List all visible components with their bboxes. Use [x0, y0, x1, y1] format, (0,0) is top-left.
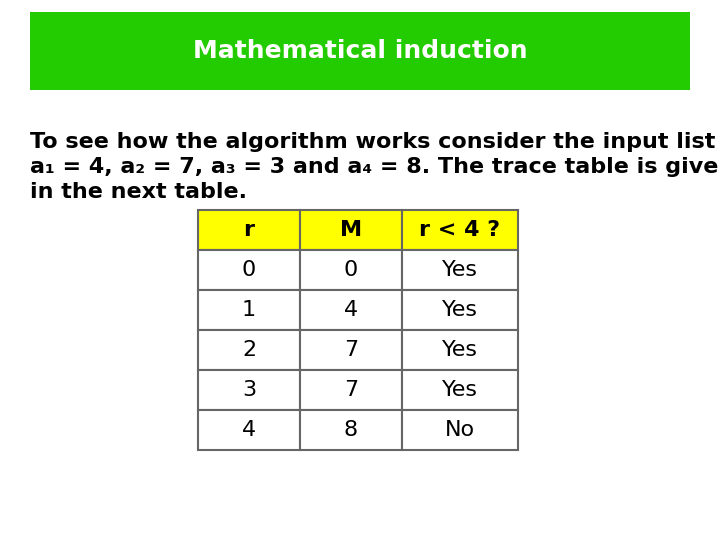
Bar	[300, 290, 402, 330]
Bar	[30, 12, 690, 90]
Text: 0: 0	[344, 260, 358, 280]
Bar	[300, 250, 402, 290]
Bar	[402, 250, 518, 290]
Text: 8: 8	[344, 420, 358, 440]
Bar	[198, 250, 300, 290]
Text: Mathematical induction: Mathematical induction	[193, 39, 527, 63]
Bar	[402, 330, 518, 370]
Text: M: M	[340, 220, 362, 240]
Bar	[198, 410, 300, 450]
Text: 1: 1	[242, 300, 256, 320]
Text: 0: 0	[242, 260, 256, 280]
Text: 7: 7	[344, 340, 358, 360]
Bar	[198, 210, 300, 250]
Text: Yes: Yes	[442, 380, 478, 400]
Text: Yes: Yes	[442, 300, 478, 320]
Text: 3: 3	[242, 380, 256, 400]
Text: a₁ = 4, a₂ = 7, a₃ = 3 and a₄ = 8. The trace table is given: a₁ = 4, a₂ = 7, a₃ = 3 and a₄ = 8. The t…	[30, 157, 720, 177]
Bar	[198, 330, 300, 370]
Text: 2: 2	[242, 340, 256, 360]
Text: r: r	[243, 220, 254, 240]
Bar	[198, 370, 300, 410]
Text: in the next table.: in the next table.	[30, 182, 247, 202]
Text: Yes: Yes	[442, 340, 478, 360]
Text: 7: 7	[344, 380, 358, 400]
Bar	[402, 290, 518, 330]
Text: r < 4 ?: r < 4 ?	[420, 220, 500, 240]
Text: 4: 4	[344, 300, 358, 320]
Bar	[402, 210, 518, 250]
Bar	[198, 290, 300, 330]
Text: No: No	[445, 420, 475, 440]
Bar	[402, 410, 518, 450]
Bar	[300, 370, 402, 410]
Bar	[300, 210, 402, 250]
Text: 4: 4	[242, 420, 256, 440]
Bar	[300, 410, 402, 450]
Text: To see how the algorithm works consider the input list: To see how the algorithm works consider …	[30, 132, 716, 152]
Text: Yes: Yes	[442, 260, 478, 280]
Bar	[300, 330, 402, 370]
Bar	[402, 370, 518, 410]
